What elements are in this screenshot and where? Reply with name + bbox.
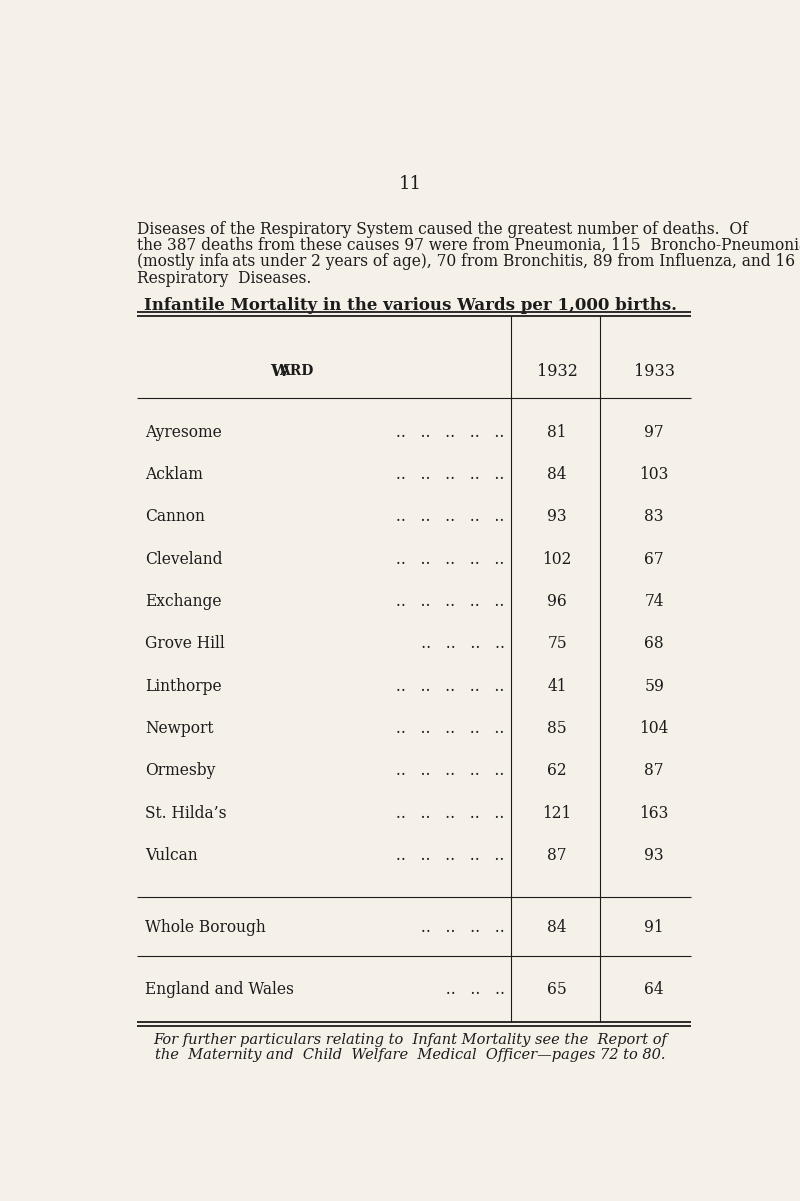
Text: 68: 68 [644, 635, 664, 652]
Text: 121: 121 [542, 805, 572, 821]
Text: ARD: ARD [279, 364, 314, 378]
Text: 81: 81 [547, 424, 567, 441]
Text: Cannon: Cannon [145, 508, 205, 525]
Text: 97: 97 [644, 424, 664, 441]
Text: Ayresome: Ayresome [145, 424, 222, 441]
Text: 64: 64 [644, 981, 664, 998]
Text: 93: 93 [547, 508, 567, 525]
Text: 1933: 1933 [634, 363, 674, 380]
Text: ..   ..   ..   ..   ..: .. .. .. .. .. [391, 593, 505, 610]
Text: ..   ..   ..   ..   ..: .. .. .. .. .. [391, 763, 505, 779]
Text: 62: 62 [547, 763, 567, 779]
Text: the 387 deaths from these causes 97 were from Pneumonia, 115  Broncho-Pneumonia: the 387 deaths from these causes 97 were… [138, 238, 800, 255]
Text: 96: 96 [547, 593, 567, 610]
Text: 93: 93 [644, 847, 664, 864]
Text: 65: 65 [547, 981, 567, 998]
Text: 83: 83 [644, 508, 664, 525]
Text: 1932: 1932 [537, 363, 578, 380]
Text: Newport: Newport [145, 721, 214, 737]
Text: 75: 75 [547, 635, 567, 652]
Text: 74: 74 [644, 593, 664, 610]
Text: ..   ..   ..   ..   ..: .. .. .. .. .. [391, 847, 505, 864]
Text: ..   ..   ..   ..   ..: .. .. .. .. .. [391, 550, 505, 568]
Text: ..   ..   ..   ..   ..: .. .. .. .. .. [391, 677, 505, 694]
Text: ..   ..   ..   ..   ..: .. .. .. .. .. [391, 424, 505, 441]
Text: ..   ..   ..   ..   ..: .. .. .. .. .. [391, 805, 505, 821]
Text: ..   ..   ..   ..   ..: .. .. .. .. .. [391, 466, 505, 483]
Text: Ormesby: Ormesby [145, 763, 215, 779]
Text: 91: 91 [644, 919, 664, 936]
Text: ..   ..   ..   ..   ..: .. .. .. .. .. [391, 508, 505, 525]
Text: ..   ..   ..: .. .. .. [435, 981, 505, 998]
Text: Vulcan: Vulcan [145, 847, 198, 864]
Text: 59: 59 [644, 677, 664, 694]
Text: 11: 11 [398, 175, 422, 193]
Text: 103: 103 [639, 466, 669, 483]
Text: W: W [270, 363, 290, 380]
Text: 41: 41 [547, 677, 567, 694]
Text: 163: 163 [639, 805, 669, 821]
Text: Diseases of the Respiratory System caused the greatest number of deaths.  Of: Diseases of the Respiratory System cause… [138, 221, 748, 238]
Text: 84: 84 [547, 919, 567, 936]
Text: Exchange: Exchange [145, 593, 222, 610]
Text: England and Wales: England and Wales [145, 981, 294, 998]
Text: For further particulars relating to  Infant Mortality see the  Report of: For further particulars relating to Infa… [153, 1033, 667, 1046]
Text: 102: 102 [542, 550, 572, 568]
Text: Whole Borough: Whole Borough [145, 919, 266, 936]
Text: Infantile Mortality in the various Wards per 1,000 births.: Infantile Mortality in the various Wards… [143, 297, 677, 313]
Text: 84: 84 [547, 466, 567, 483]
Text: ..   ..   ..   ..: .. .. .. .. [416, 919, 505, 936]
Text: the  Maternity and  Child  Welfare  Medical  Officer—pages 72 to 80.: the Maternity and Child Welfare Medical … [154, 1048, 666, 1062]
Text: ..   ..   ..   ..   ..: .. .. .. .. .. [391, 721, 505, 737]
Text: 87: 87 [644, 763, 664, 779]
Text: Grove Hill: Grove Hill [145, 635, 225, 652]
Text: 87: 87 [547, 847, 567, 864]
Text: 104: 104 [639, 721, 669, 737]
Text: Respiratory  Diseases.: Respiratory Diseases. [138, 270, 311, 287]
Text: 85: 85 [547, 721, 567, 737]
Text: ..   ..   ..   ..: .. .. .. .. [386, 635, 505, 652]
Text: Linthorpe: Linthorpe [145, 677, 222, 694]
Text: 67: 67 [644, 550, 664, 568]
Text: St. Hilda’s: St. Hilda’s [145, 805, 226, 821]
Text: Acklam: Acklam [145, 466, 203, 483]
Text: Cleveland: Cleveland [145, 550, 222, 568]
Text: (mostly infa ats under 2 years of age), 70 from Bronchitis, 89 from Influenza, a: (mostly infa ats under 2 years of age), … [138, 253, 800, 270]
